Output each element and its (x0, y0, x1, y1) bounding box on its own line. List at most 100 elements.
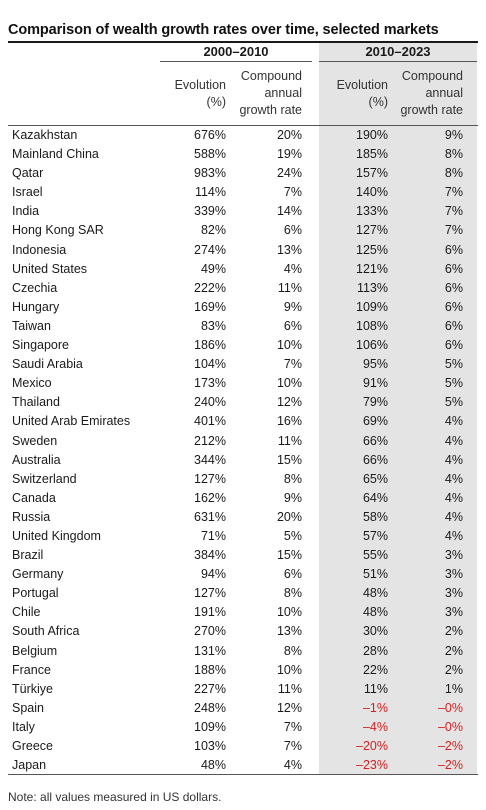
row-cagr-2010: 7% (444, 223, 463, 238)
row-evolution-2010: 108% (356, 318, 388, 333)
row-cagr-2010: –0% (437, 719, 463, 734)
row-cagr-2010: –0% (437, 700, 463, 715)
row-market: Australia (12, 452, 61, 467)
row-evolution-2000: 344% (194, 452, 226, 467)
row-market: Canada (12, 490, 56, 505)
row-cagr-2000: 15% (276, 452, 302, 467)
row-market: Singapore (12, 338, 69, 353)
table-row: Portugal 127% 8% 48% 3% (0, 584, 486, 603)
period-2000-2010-header: 2000–2010 (203, 44, 269, 59)
table-row: Greece 103% 7% –20% –2% (0, 737, 486, 756)
row-cagr-2000: 9% (283, 299, 302, 314)
col-header-line: (%) (206, 95, 226, 109)
row-cagr-2000: 13% (276, 624, 302, 639)
row-cagr-2000: 7% (283, 719, 302, 734)
table-row: United States 49% 4% 121% 6% (0, 260, 486, 279)
col-header-line: Compound (240, 69, 302, 83)
row-cagr-2000: 10% (276, 662, 302, 677)
row-evolution-2010: 106% (356, 338, 388, 353)
row-evolution-2000: 222% (194, 280, 226, 295)
table-row: Germany 94% 6% 51% 3% (0, 565, 486, 584)
row-evolution-2010: 113% (356, 280, 388, 295)
row-evolution-2000: 48% (200, 758, 226, 773)
col-header-evolution-2010: Evolution (%) (337, 77, 388, 111)
row-evolution-2000: 588% (194, 147, 226, 162)
row-evolution-2010: –4% (362, 719, 388, 734)
row-cagr-2010: 6% (444, 299, 463, 314)
col-header-cagr-2010: Compound annual growth rate (400, 68, 463, 119)
table-row: Belgium 131% 8% 28% 2% (0, 642, 486, 661)
row-cagr-2000: 8% (283, 586, 302, 601)
row-evolution-2000: 127% (194, 586, 226, 601)
table-row: Canada 162% 9% 64% 4% (0, 489, 486, 508)
row-market: Greece (12, 739, 53, 753)
row-evolution-2010: 66% (362, 433, 388, 448)
row-cagr-2000: 12% (276, 395, 302, 410)
row-cagr-2010: 7% (444, 204, 463, 219)
row-cagr-2000: 8% (283, 643, 302, 658)
table-row: Hong Kong SAR 82% 6% 127% 7% (0, 221, 486, 240)
row-evolution-2010: 22% (362, 662, 388, 677)
row-evolution-2010: 30% (362, 624, 388, 639)
table-row: Italy 109% 7% –4% –0% (0, 718, 486, 737)
row-evolution-2000: 82% (200, 223, 226, 238)
row-evolution-2010: 91% (362, 376, 388, 391)
row-evolution-2000: 384% (194, 548, 226, 563)
row-evolution-2010: 190% (356, 128, 388, 142)
row-cagr-2000: 13% (276, 242, 302, 257)
row-cagr-2000: 11% (277, 681, 302, 696)
row-cagr-2000: 10% (276, 338, 302, 353)
row-cagr-2000: 5% (283, 528, 302, 543)
table-row: Kazakhstan 676% 20% 190% 9% (0, 126, 486, 145)
row-market: Thailand (12, 395, 60, 410)
row-evolution-2000: 49% (200, 261, 226, 276)
col-header-line: Compound (401, 69, 463, 83)
col-header-line: growth rate (400, 103, 463, 117)
row-evolution-2010: 140% (356, 185, 388, 200)
row-cagr-2010: 5% (444, 357, 463, 372)
table-row: Brazil 384% 15% 55% 3% (0, 546, 486, 565)
col-header-line: annual (425, 86, 463, 100)
row-evolution-2000: 676% (194, 128, 226, 142)
table-row: South Africa 270% 13% 30% 2% (0, 622, 486, 641)
table-row: Mainland China 588% 19% 185% 8% (0, 145, 486, 164)
row-cagr-2010: –2% (437, 739, 463, 753)
row-cagr-2000: 20% (276, 128, 302, 142)
table-row: Singapore 186% 10% 106% 6% (0, 336, 486, 355)
row-cagr-2000: 12% (276, 700, 302, 715)
row-market: United Arab Emirates (12, 414, 131, 429)
row-evolution-2010: 55% (362, 548, 388, 563)
row-market: India (12, 204, 40, 219)
table-row: Qatar 983% 24% 157% 8% (0, 164, 486, 183)
row-evolution-2010: 69% (362, 414, 388, 429)
row-evolution-2010: 79% (362, 395, 388, 410)
row-evolution-2000: 270% (194, 624, 226, 639)
row-evolution-2010: 121% (356, 261, 388, 276)
row-cagr-2010: 6% (444, 318, 463, 333)
header-rule (8, 125, 478, 126)
row-market: United States (12, 261, 88, 276)
row-evolution-2010: 66% (362, 452, 388, 467)
table-row: Israel 114% 7% 140% 7% (0, 183, 486, 202)
row-evolution-2000: 186% (194, 338, 226, 353)
row-market: Czechia (12, 280, 58, 295)
row-market: Mainland China (12, 147, 99, 162)
row-market: Switzerland (12, 471, 77, 486)
row-evolution-2010: 127% (356, 223, 388, 238)
row-evolution-2000: 401% (194, 414, 226, 429)
row-market: Italy (12, 719, 35, 734)
row-cagr-2000: 11% (277, 433, 302, 448)
table-row: India 339% 14% 133% 7% (0, 202, 486, 221)
row-cagr-2000: 8% (283, 471, 302, 486)
table-row: Thailand 240% 12% 79% 5% (0, 393, 486, 412)
table-row: Indonesia 274% 13% 125% 6% (0, 241, 486, 260)
row-cagr-2000: 6% (283, 223, 302, 238)
row-evolution-2000: 131% (194, 643, 226, 658)
row-evolution-2010: 51% (362, 567, 388, 582)
row-evolution-2010: –20% (356, 739, 388, 753)
table-row: United Kingdom 71% 5% 57% 4% (0, 527, 486, 546)
period-2010-2023-shade (319, 43, 477, 774)
row-evolution-2010: 28% (362, 643, 388, 658)
table-row: Hungary 169% 9% 109% 6% (0, 298, 486, 317)
period-2010-2023-header: 2010–2023 (365, 44, 431, 59)
